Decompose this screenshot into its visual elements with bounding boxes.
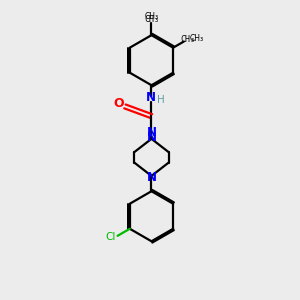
Text: N: N: [146, 171, 157, 184]
Text: CH₃: CH₃: [180, 35, 195, 44]
Text: CH₃: CH₃: [144, 15, 159, 24]
Text: CH₃: CH₃: [144, 12, 158, 21]
Text: Cl: Cl: [106, 232, 116, 242]
Text: N: N: [146, 130, 157, 143]
Text: H: H: [157, 95, 165, 105]
Text: O: O: [113, 97, 124, 110]
Text: CH₃: CH₃: [190, 34, 204, 43]
Text: N: N: [146, 126, 157, 139]
Text: N: N: [146, 92, 156, 104]
